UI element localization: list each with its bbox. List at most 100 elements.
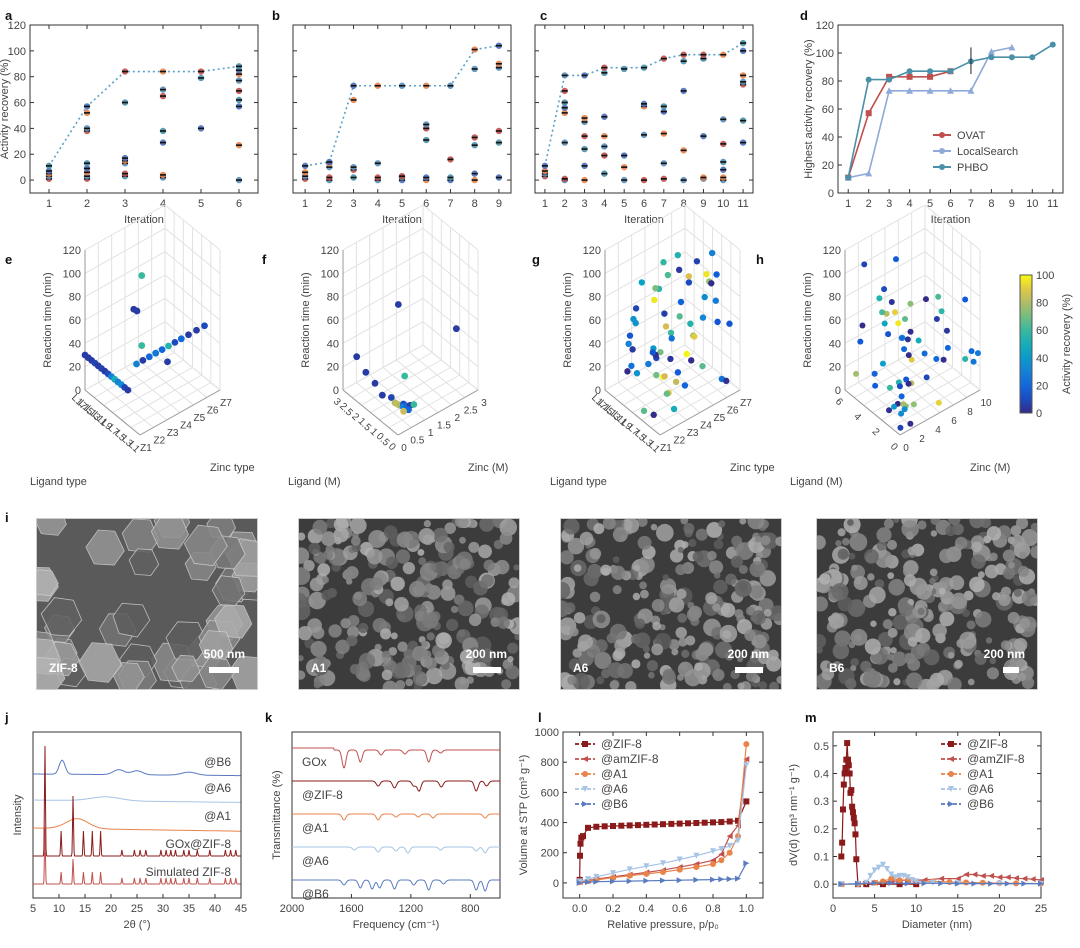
sem-image-zif8: ZIF-8 500 nm — [36, 518, 258, 690]
y-tick-label: Z6 — [207, 406, 219, 417]
marker-square — [651, 821, 658, 828]
ftir-trace — [292, 846, 500, 854]
data-point — [667, 329, 675, 337]
data-point — [400, 407, 407, 415]
legend-marker — [939, 132, 945, 138]
data-point — [674, 369, 682, 376]
marker-triangle-right — [743, 860, 750, 867]
colorbar-tick-label: 40 — [1036, 353, 1048, 365]
x-tick-label: 11 — [737, 198, 748, 210]
y-axis-label: Transmittance (%) — [271, 770, 283, 859]
x-tick-label: 1.0 — [739, 903, 754, 915]
x-tick-label: 30 — [157, 903, 169, 915]
z-tick-label: 40 — [69, 338, 81, 350]
x-tick-label: 2 — [326, 198, 332, 210]
data-point — [667, 355, 674, 363]
data-point — [897, 424, 904, 431]
marker-triangle-right — [871, 880, 878, 887]
data-point — [726, 320, 733, 327]
panel-label-j: j — [5, 710, 9, 725]
y-tick-label: 1.5 — [437, 421, 451, 432]
data-point — [905, 352, 912, 359]
y-tick-label: Z7 — [220, 398, 232, 409]
data-point — [664, 271, 672, 279]
data-point — [177, 335, 185, 343]
marker-triangle-left — [718, 851, 725, 858]
marker-circle — [1049, 41, 1056, 48]
data-point — [853, 370, 860, 377]
data-point — [888, 299, 895, 306]
marker-triangle-right — [904, 880, 911, 887]
z-tick-label: 40 — [589, 338, 601, 350]
marker-triangle — [967, 87, 975, 94]
axes-3d-h — [844, 204, 981, 436]
grid-line — [124, 367, 181, 413]
marker-square — [577, 852, 583, 859]
axes-frame-a — [29, 24, 259, 194]
axis-line — [899, 389, 981, 436]
x-tick-label: 8 — [681, 198, 687, 210]
y-tick-label: 3 — [481, 398, 487, 409]
x-tick-label: 6 — [641, 198, 647, 210]
marker-square — [839, 806, 846, 813]
marker-square — [610, 823, 616, 830]
data-point — [898, 393, 905, 400]
marker-triangle-right — [1004, 880, 1011, 887]
axes-frame-k — [291, 731, 501, 899]
marker-square — [846, 770, 853, 777]
axes-frame-m — [832, 731, 1042, 899]
data-point — [876, 295, 883, 302]
xrd-trace — [33, 818, 241, 832]
data-point — [670, 405, 678, 413]
data-point — [879, 309, 886, 316]
z-tick-label: 120 — [63, 245, 81, 257]
y-tick-label: 20 — [14, 149, 26, 161]
marker-triangle-down — [904, 874, 911, 881]
sem-scale-text: 500 nm — [203, 647, 245, 661]
marker-triangle-left — [582, 756, 588, 762]
marker-triangle-right — [1021, 880, 1028, 887]
data-point — [883, 310, 890, 317]
best-so-far-line — [304, 44, 500, 167]
sem-scale-text: 200 nm — [465, 647, 507, 661]
x-tick-label: 15 — [79, 903, 91, 915]
marker-triangle-down — [643, 863, 650, 870]
grid-line — [924, 227, 981, 274]
marker-triangle — [1008, 43, 1016, 51]
axes-frame-l — [562, 731, 764, 899]
x-tick-label: 2 — [562, 198, 568, 210]
z-tick-label: 0 — [595, 385, 601, 397]
axis-line — [397, 389, 479, 436]
marker-triangle-down — [576, 878, 583, 885]
data-point — [649, 349, 656, 356]
data-point — [185, 331, 192, 339]
marker-square — [676, 820, 683, 827]
marker-square — [896, 881, 903, 888]
data-point — [872, 382, 879, 389]
data-point — [371, 379, 379, 387]
sem-label: A6 — [573, 661, 589, 675]
data-point — [661, 310, 668, 317]
data-point — [124, 386, 132, 394]
grid-line — [409, 352, 465, 398]
y-tick-label: Z7 — [740, 398, 752, 409]
xrd-trace — [33, 796, 241, 803]
x-axis-label: Iteration — [382, 214, 422, 226]
grid-line — [684, 204, 741, 251]
data-point — [723, 377, 730, 385]
data-point — [145, 353, 153, 361]
marker-square — [848, 787, 855, 794]
ftir-trace — [292, 879, 500, 892]
marker-circle — [582, 771, 588, 777]
marker-triangle-right — [988, 880, 995, 887]
marker-square — [635, 822, 641, 829]
x-tick-label: 5 — [399, 198, 405, 210]
marker-circle — [610, 874, 616, 881]
data-point — [933, 356, 940, 363]
data-point — [672, 378, 680, 386]
marker-square — [927, 73, 934, 80]
marker-circle — [718, 857, 725, 864]
y-tick-label: 40 — [14, 123, 26, 135]
data-point — [708, 249, 716, 257]
marker-triangle-down — [743, 762, 750, 769]
